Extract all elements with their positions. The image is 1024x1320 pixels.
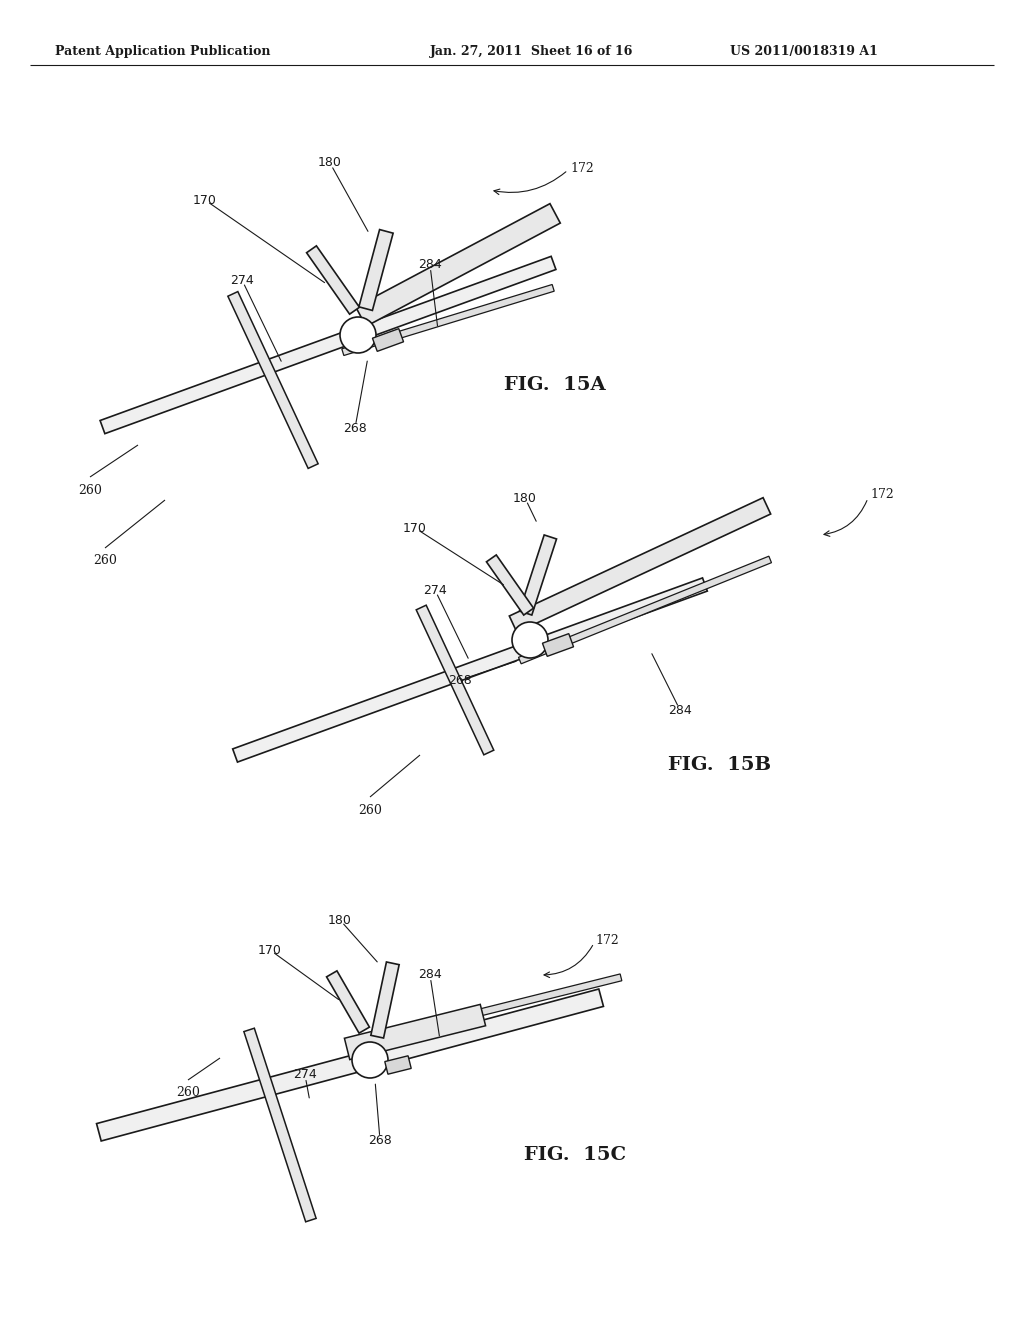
Text: 284: 284 [418,969,442,982]
Text: 260: 260 [358,804,382,817]
Text: 260: 260 [78,483,102,496]
Text: 268: 268 [368,1134,392,1147]
Polygon shape [543,634,573,656]
Polygon shape [519,535,556,615]
Polygon shape [355,203,560,326]
Text: 260: 260 [176,1086,200,1100]
Text: FIG.  15A: FIG. 15A [504,376,606,393]
Polygon shape [228,292,318,469]
Circle shape [512,622,548,657]
Polygon shape [244,1028,316,1222]
Polygon shape [358,974,622,1045]
Circle shape [352,1041,388,1078]
Polygon shape [100,256,556,434]
Text: 284: 284 [418,259,442,272]
Text: US 2011/0018319 A1: US 2011/0018319 A1 [730,45,878,58]
Text: 284: 284 [668,704,692,717]
Polygon shape [96,989,603,1140]
Polygon shape [518,556,771,664]
Polygon shape [486,554,534,615]
Text: 172: 172 [870,488,894,502]
Text: 274: 274 [293,1068,316,1081]
Polygon shape [385,1056,412,1074]
Text: 180: 180 [513,491,537,504]
Circle shape [340,317,376,352]
Text: 170: 170 [194,194,217,206]
Text: 172: 172 [570,161,594,174]
Polygon shape [342,285,554,355]
Text: 170: 170 [403,521,427,535]
Text: 172: 172 [595,933,618,946]
Text: FIG.  15C: FIG. 15C [524,1146,626,1164]
Text: 260: 260 [93,553,117,566]
Text: 274: 274 [230,273,254,286]
Text: 268: 268 [449,673,472,686]
Polygon shape [373,329,403,351]
Polygon shape [416,605,494,755]
Polygon shape [371,962,399,1038]
Text: 180: 180 [328,913,352,927]
Text: Patent Application Publication: Patent Application Publication [55,45,270,58]
Text: 268: 268 [343,421,367,434]
Text: Jan. 27, 2011  Sheet 16 of 16: Jan. 27, 2011 Sheet 16 of 16 [430,45,634,58]
Polygon shape [306,246,359,314]
Text: 274: 274 [423,583,446,597]
Text: FIG.  15B: FIG. 15B [669,756,771,774]
Polygon shape [327,970,370,1034]
Text: 180: 180 [318,157,342,169]
Polygon shape [358,230,393,310]
Polygon shape [344,1005,485,1060]
Polygon shape [232,578,708,762]
Polygon shape [509,498,771,632]
Text: 170: 170 [258,944,282,957]
